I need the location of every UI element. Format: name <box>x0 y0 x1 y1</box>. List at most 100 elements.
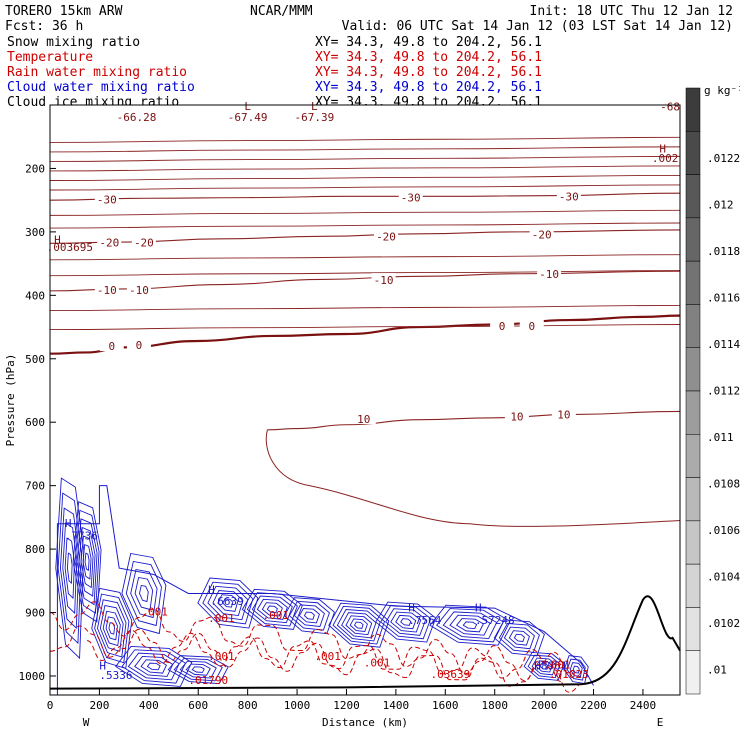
temperature-label: -20 <box>134 237 154 250</box>
cloud-water-contour <box>449 614 491 636</box>
colorbar-tick-label: .01 <box>707 664 727 677</box>
organization-label: NCAR/MMM <box>250 4 313 19</box>
rain-water-label: .001 <box>364 656 391 669</box>
cloud-water-contour <box>498 623 540 653</box>
init-time: Init: 18 UTC Thu 12 Jan 12 <box>530 4 734 19</box>
field-name: Cloud water mixing ratio <box>7 80 195 95</box>
rain-water-label: .001 <box>544 658 571 671</box>
cloud-water-contour <box>179 660 217 679</box>
temperature-label-bg <box>97 235 122 248</box>
x-tick-label: 800 <box>238 699 258 712</box>
y-tick-label: 800 <box>25 543 45 556</box>
temperature-label-bg <box>398 190 423 203</box>
cloud-water-contour <box>82 543 92 580</box>
temperature-contour <box>49 165 681 172</box>
cloud-water-contour <box>76 518 98 606</box>
extremum-label: .003695 <box>47 241 93 254</box>
cloud-water-contour <box>251 595 293 624</box>
temperature-label-bg <box>94 192 119 205</box>
temperature-label: -20 <box>99 237 119 250</box>
colorbar-band <box>685 563 701 608</box>
field-name: Temperature <box>7 50 93 65</box>
y-tick-label: 300 <box>25 226 45 239</box>
temperature-label-bg <box>126 337 151 350</box>
temperature-contour <box>49 209 681 216</box>
temperature-label: -30 <box>559 190 579 203</box>
temperature-contour <box>49 305 681 311</box>
cloud-water-contour <box>59 507 80 630</box>
cloud-water-contour <box>527 654 561 679</box>
cloud-water-contour <box>442 611 498 640</box>
cloud-water-label: .5336 <box>99 669 132 682</box>
cloud-water-contour <box>508 630 530 646</box>
cloud-water-contour <box>261 602 283 617</box>
extremum-label: -68 <box>660 101 680 114</box>
cloud-water-contour <box>134 576 154 611</box>
terrain-line <box>49 595 681 690</box>
temperature-label-bg <box>519 318 544 331</box>
rain-water-label: .01790 <box>188 674 228 687</box>
x-tick-label: 1800 <box>481 699 508 712</box>
forecast-hour: Fcst: 36 h <box>5 19 83 34</box>
cloud-water-contour <box>115 645 193 687</box>
colorbar-band <box>685 520 701 565</box>
temperature-contour <box>267 410 681 431</box>
cloud-water-contour <box>303 611 315 620</box>
cloud-water-label: .6639 <box>211 595 244 608</box>
model-title: TORERO 15km ARW <box>5 4 123 19</box>
temperature-label-bg <box>556 189 581 202</box>
colorbar-band <box>685 174 701 219</box>
x-tick-label: 2200 <box>580 699 607 712</box>
cloud-water-outline <box>56 485 594 695</box>
extremum-label: L <box>244 100 251 113</box>
y-tick-label: 700 <box>25 480 45 493</box>
colorbar-tick-label: .0114 <box>707 338 740 351</box>
cloud-water-contour <box>212 590 244 617</box>
x-tick-label: 1600 <box>432 699 459 712</box>
rain-water-label: .001 <box>208 612 235 625</box>
cloud-water-contour <box>167 655 229 685</box>
cloud-water-contour <box>185 663 211 676</box>
colorbar-tick-label: .0102 <box>707 617 740 630</box>
y-axis-label: Pressure (hPa) <box>4 354 17 447</box>
cloud-water-label: H <box>208 583 215 596</box>
temperature-label: -10 <box>129 284 149 297</box>
colorbar-band <box>685 131 701 175</box>
temperature-contour <box>49 270 681 277</box>
temperature-label-bg <box>94 283 119 296</box>
temperature-label: 10 <box>557 409 570 422</box>
temperature-label-bg <box>131 235 156 248</box>
temperature-label: -20 <box>376 230 396 243</box>
cloud-water-label: .8961 <box>534 660 567 673</box>
temperature-label: -30 <box>97 194 117 207</box>
cloud-water-contour <box>173 657 223 682</box>
cloud-water-contour <box>130 568 158 619</box>
temperature-label-bg <box>351 412 376 425</box>
field-xy-range: XY= 34.3, 49.8 to 204.2, 56.1 <box>315 35 542 50</box>
rain-water-label: .001 <box>314 650 341 663</box>
extremum-label: H <box>659 143 666 156</box>
x-tick-label: 200 <box>89 699 109 712</box>
cloud-water-contour <box>293 604 325 627</box>
cloud-water-contour <box>349 618 368 632</box>
cloud-water-contours <box>55 477 594 695</box>
cloud-water-contour <box>217 594 239 612</box>
cloud-water-contour <box>246 592 298 627</box>
cloud-water-contour <box>455 618 484 633</box>
west-end-label: W <box>83 716 90 729</box>
cloud-water-contour <box>84 552 90 572</box>
cloud-water-contour <box>121 552 167 635</box>
y-tick-label: 400 <box>25 289 45 302</box>
cloud-water-contour <box>80 535 94 589</box>
x-tick-label: 0 <box>47 699 54 712</box>
temperature-label: -20 <box>532 228 552 241</box>
temperature-contours <box>49 136 681 527</box>
temperature-label: -10 <box>97 284 117 297</box>
colorbar-tick-label: .0106 <box>707 524 740 537</box>
figure-header: TORERO 15km ARW NCAR/MMM Init: 18 UTC Th… <box>5 4 733 110</box>
cloud-water-label: .7736 <box>65 530 98 543</box>
cloud-water-contour <box>125 560 162 627</box>
temperature-label-bg <box>537 266 562 279</box>
colorbar-band <box>685 87 701 132</box>
